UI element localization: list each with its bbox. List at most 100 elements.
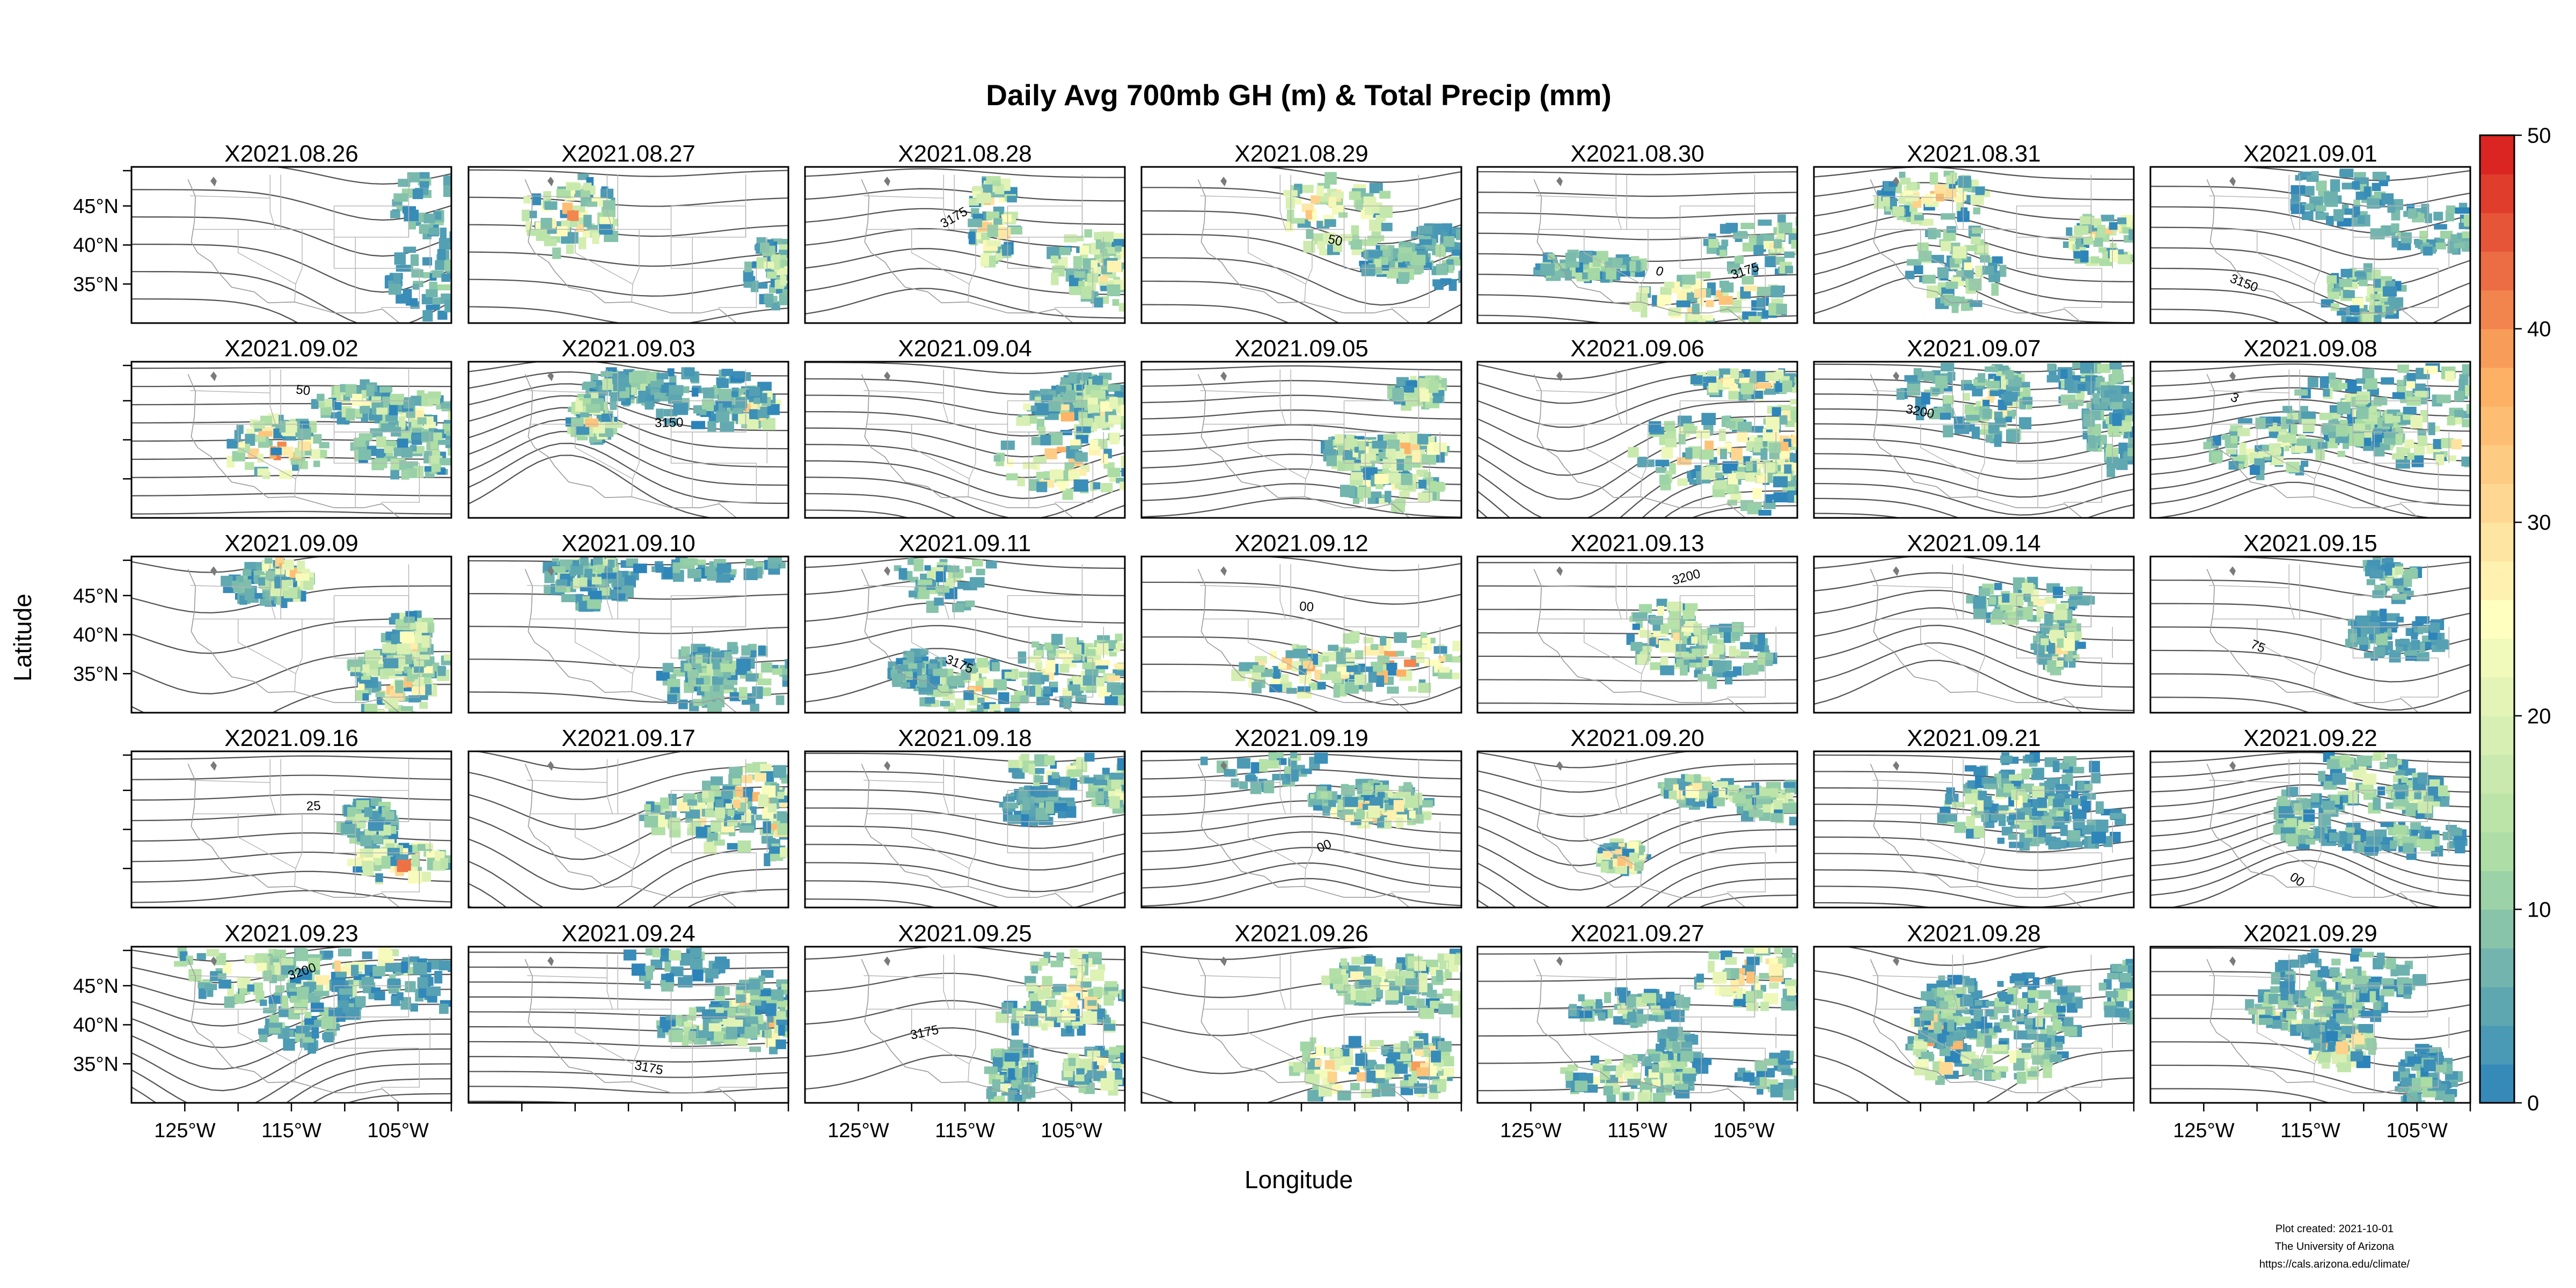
- precip-cell: [2447, 455, 2456, 462]
- precip-cell: [1079, 418, 1093, 428]
- precip-cell: [1937, 267, 1949, 279]
- precip-cell: [1758, 219, 1772, 226]
- puget-sound-mark: [2229, 371, 2236, 382]
- precip-cell: [2355, 394, 2368, 405]
- precip-cell: [1379, 257, 1388, 265]
- precip-cell: [1968, 278, 1982, 291]
- precip-cell: [412, 283, 420, 290]
- precip-cell: [1121, 683, 1125, 690]
- gh-contour-line: [1814, 572, 2134, 595]
- precip-cell: [696, 678, 704, 685]
- precip-cell: [1336, 652, 1346, 664]
- state-boundary: [380, 658, 420, 698]
- gh-contour-line: [469, 626, 788, 634]
- precip-cell: [1708, 239, 1719, 248]
- precip-cell: [1791, 411, 1797, 423]
- precip-cell: [2129, 426, 2134, 438]
- precip-cell: [1960, 207, 1968, 219]
- precip-cell: [1889, 181, 1898, 187]
- precip-cell: [669, 385, 684, 396]
- precip-cell: [1324, 219, 1336, 227]
- precip-cell: [909, 590, 918, 598]
- state-boundary: [380, 268, 420, 308]
- precip-cell: [2110, 250, 2118, 262]
- state-boundary: [294, 463, 303, 497]
- precip-cell: [1748, 316, 1761, 323]
- precip-cell: [1795, 216, 1797, 226]
- precip-cell: [2403, 406, 2417, 415]
- precip-cell: [1060, 430, 1072, 435]
- precip-cell: [284, 559, 294, 567]
- precip-cell: [2226, 449, 2237, 455]
- precip-cell: [712, 657, 720, 670]
- precip-cell: [2414, 444, 2425, 455]
- precip-cell: [608, 421, 623, 428]
- precip-cell: [1057, 447, 1066, 452]
- precip-cell: [412, 686, 426, 696]
- precip-cell: [1943, 425, 1953, 437]
- precip-cell: [1428, 380, 1439, 393]
- gh-contour-line: [805, 288, 1125, 319]
- precip-cell: [317, 393, 325, 401]
- precip-cell: [2384, 414, 2393, 424]
- precip-cell: [1794, 495, 1797, 503]
- precip-cell: [2435, 243, 2446, 250]
- state-boundary: [1304, 463, 1313, 497]
- precip-cell: [758, 645, 766, 656]
- precip-cell: [398, 416, 406, 428]
- coastline: [187, 374, 268, 498]
- puget-sound-mark: [884, 371, 890, 382]
- precip-cell: [1991, 283, 1999, 296]
- state-boundary: [606, 369, 613, 425]
- precip-cell: [1035, 397, 1043, 403]
- precip-cell: [1398, 272, 1410, 283]
- puget-sound-mark: [547, 371, 554, 382]
- precip-cell: [1966, 595, 1975, 604]
- precip-cell: [428, 228, 440, 236]
- precip-cell: [1718, 296, 1733, 305]
- precip-cell: [1333, 685, 1340, 698]
- precip-cell: [396, 294, 409, 304]
- panel-frame: [1140, 555, 1462, 714]
- precip-cell: [2447, 416, 2455, 426]
- precip-cell: [446, 267, 451, 279]
- precip-cell: [1976, 245, 1989, 253]
- precip-cell: [2103, 247, 2112, 254]
- precip-cell: [1656, 598, 1667, 608]
- state-boundary: [1536, 195, 1616, 199]
- gh-contour-line: [1814, 468, 2134, 498]
- precip-cell: [2130, 254, 2134, 261]
- state-boundary: [294, 657, 303, 692]
- precip-cell: [1732, 299, 1742, 313]
- precip-cell: [437, 249, 446, 260]
- contour-label: 3200: [1671, 566, 1702, 588]
- precip-cell: [1091, 390, 1106, 399]
- precip-cell: [968, 218, 982, 228]
- gh-contour-line: [1477, 702, 1797, 705]
- precip-cell: [1697, 318, 1706, 323]
- precip-cell: [2412, 383, 2426, 393]
- gh-contour-line: [1814, 453, 2134, 480]
- precip-cell: [1088, 404, 1100, 413]
- precip-cell: [2102, 228, 2113, 234]
- precip-cell: [361, 401, 371, 407]
- state-boundary: [1640, 657, 1649, 692]
- precip-cell: [646, 371, 660, 384]
- gh-contour-line: [1141, 257, 1461, 306]
- precip-cell: [419, 172, 430, 179]
- precip-cell: [2295, 444, 2307, 452]
- precip-cell: [603, 200, 616, 210]
- precip-cell: [980, 254, 989, 267]
- precip-cell: [1919, 218, 1934, 226]
- precip-cell: [1004, 671, 1015, 679]
- precip-cell: [361, 413, 369, 422]
- gh-contour-line: [1814, 513, 1903, 518]
- precip-cell: [1726, 421, 1736, 428]
- precip-cell: [2060, 369, 2068, 379]
- precip-cell: [1051, 634, 1063, 645]
- precip-cell: [547, 228, 561, 234]
- precip-cell: [743, 568, 758, 580]
